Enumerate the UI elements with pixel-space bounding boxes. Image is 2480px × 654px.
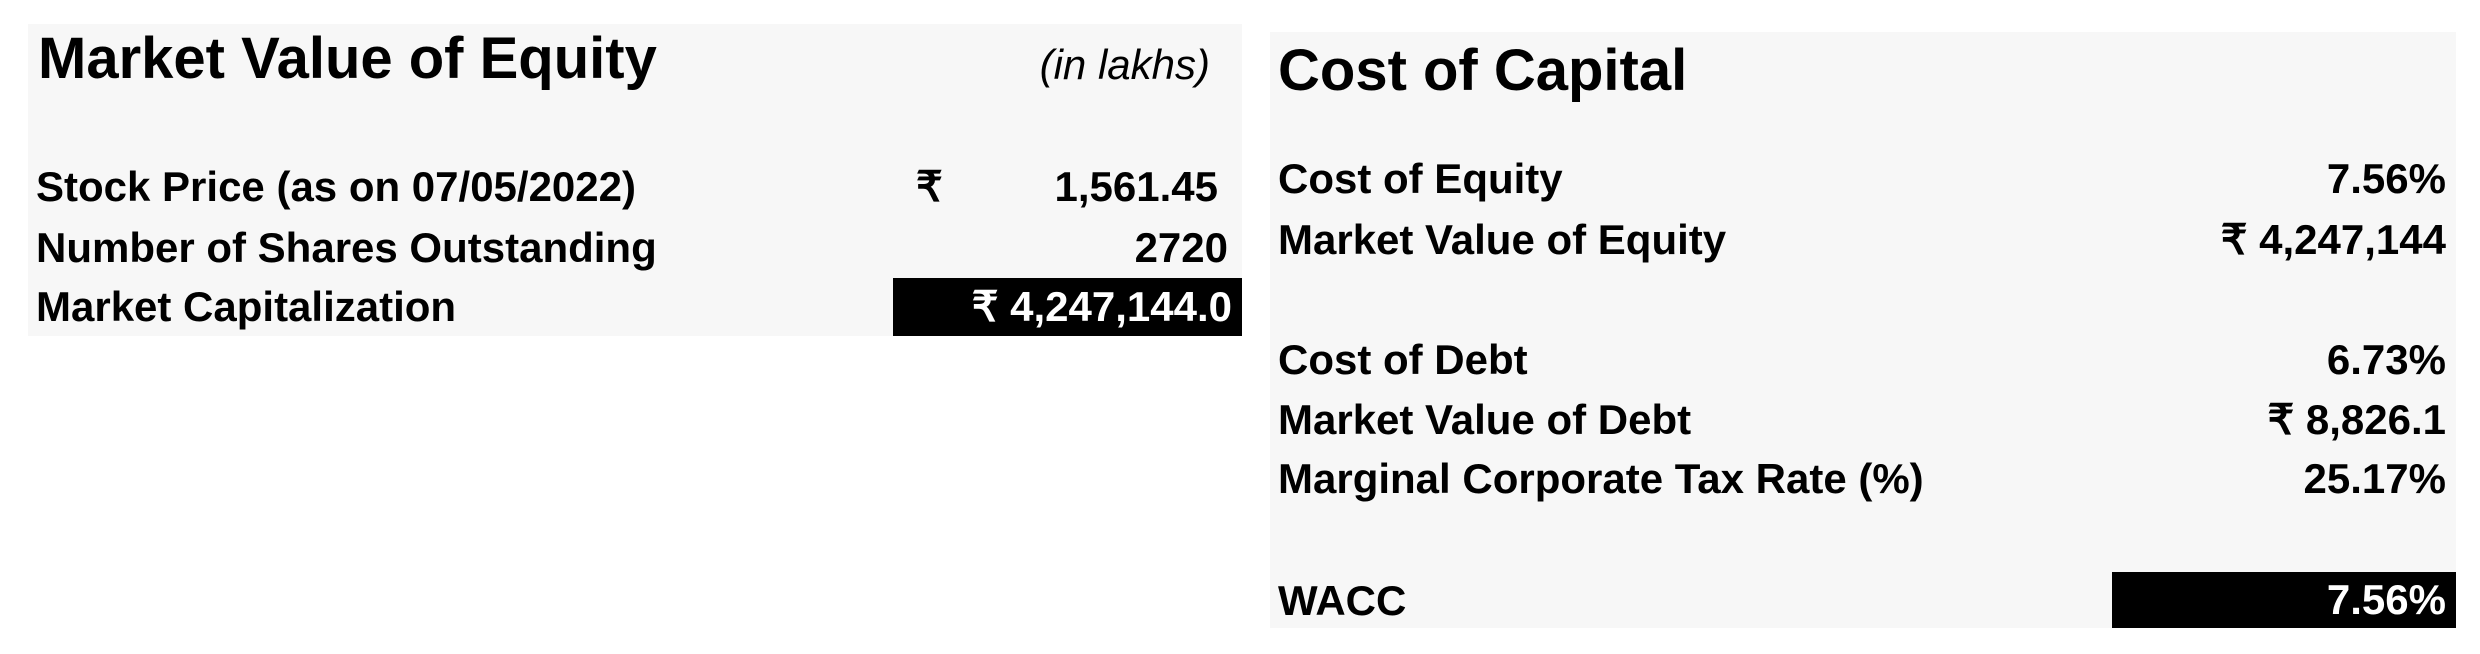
stock-price-currency: ₹ [916, 163, 943, 210]
cost-of-equity-value: 7.56% [2326, 155, 2446, 202]
cost-of-debt-value: 6.73% [2326, 336, 2446, 383]
market-value-of-equity-title: Market Value of Equity [38, 26, 657, 91]
tax-rate-value: 25.17% [2303, 455, 2446, 502]
cost-of-debt-label: Cost of Debt [1278, 336, 1528, 383]
market-value-of-debt-value: ₹ 8,826.1 [2267, 396, 2446, 443]
market-capitalization-label: Market Capitalization [36, 283, 457, 330]
wacc-label: WACC [1278, 577, 1407, 624]
wacc-value: 7.56% [2326, 576, 2446, 623]
market-value-of-debt-label: Market Value of Debt [1278, 396, 1692, 443]
shares-outstanding-value: 2720 [1134, 224, 1228, 271]
tax-rate-label: Marginal Corporate Tax Rate (%) [1278, 455, 1924, 502]
market-capitalization-value: ₹ 4,247,144.0 [971, 283, 1232, 330]
shares-outstanding-label: Number of Shares Outstanding [36, 224, 657, 271]
market-value-of-equity-label: Market Value of Equity [1278, 216, 1727, 263]
units-note: (in lakhs) [1039, 41, 1210, 88]
cost-of-equity-label: Cost of Equity [1278, 155, 1563, 202]
stock-price-label: Stock Price (as on 07/05/2022) [36, 163, 636, 210]
wacc-cell: 7.56% [2112, 572, 2456, 628]
market-capitalization-cell: ₹ 4,247,144.0 [893, 278, 1242, 336]
stock-price-value: 1,561.45 [1054, 163, 1219, 210]
market-value-of-equity-value: ₹ 4,247,144 [2220, 216, 2446, 263]
cost-of-capital-title: Cost of Capital [1278, 38, 1688, 103]
cost-of-capital-panel [1270, 32, 2456, 628]
